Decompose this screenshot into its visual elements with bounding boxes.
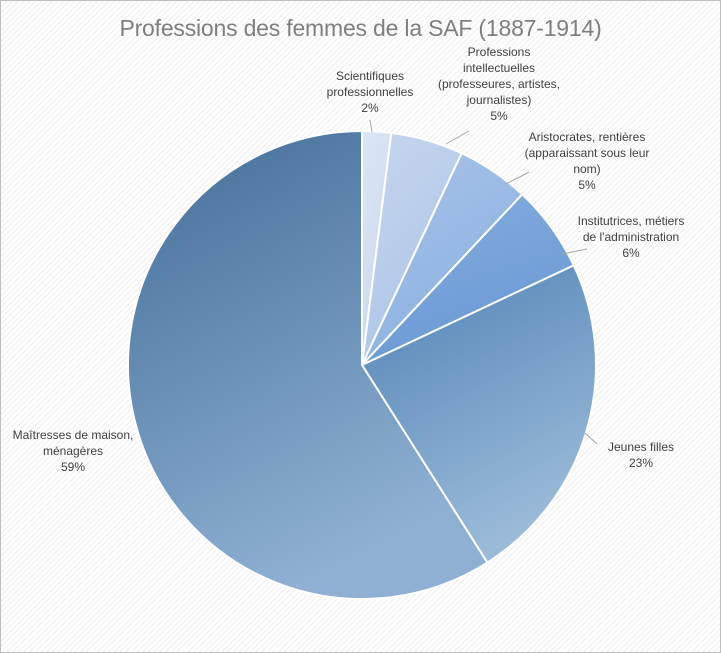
slice-percent: 5% <box>490 109 508 123</box>
slice-label: Aristocrates, rentières (apparaissant sou… <box>525 130 650 192</box>
leader-line <box>369 119 373 133</box>
slice-label-line: Institutrices, métiers <box>578 214 685 228</box>
slice-label-line: Professions <box>468 45 531 59</box>
pie-slice <box>360 264 597 564</box>
slice-label-line: Scientifiques <box>336 69 404 83</box>
leader-lines <box>369 119 598 445</box>
slice-label-line: (apparaissant sous leur <box>525 146 650 160</box>
slice-percent: 2% <box>361 101 379 115</box>
slice-label-line: Maîtresses de maison, <box>13 428 134 442</box>
slice-percent: 6% <box>622 246 640 260</box>
slice-percent: 59% <box>61 460 85 474</box>
slice-label-line: Jeunes filles <box>608 440 674 454</box>
leader-line <box>561 248 588 255</box>
leader-line <box>445 130 470 145</box>
slice-label-line: (professeures, artistes, <box>438 77 560 91</box>
pie-slices <box>127 129 597 600</box>
slice-labels: Scientifiques professionnelles 2% Professio… <box>13 45 685 474</box>
slice-label-line: nom) <box>573 162 600 176</box>
slice-label: Institutrices, métiers de l'administratio… <box>578 214 685 260</box>
slice-label-line: journalistes) <box>466 93 532 107</box>
slice-percent: 5% <box>578 178 596 192</box>
slice-label-line: Aristocrates, rentières <box>529 130 646 144</box>
slice-label-line: professionnelles <box>327 85 414 99</box>
leader-line <box>505 171 530 185</box>
slice-label-line: intellectuelles <box>463 61 535 75</box>
slice-label-line: ménagères <box>43 444 103 458</box>
chart-title: Professions des femmes de la SAF (1887-1… <box>119 15 602 41</box>
slice-label-line: de l'administration <box>583 230 679 244</box>
slice-label: Scientifiques professionnelles 2% <box>327 69 414 115</box>
slice-label: Maîtresses de maison, ménagères 59% <box>13 428 134 474</box>
slice-label: Professions intellectuelles (professeures,… <box>438 45 560 123</box>
slice-percent: 23% <box>629 456 653 470</box>
leader-line <box>584 432 598 445</box>
pie-slice <box>127 129 489 600</box>
slice-label: Jeunes filles 23% <box>608 440 674 470</box>
